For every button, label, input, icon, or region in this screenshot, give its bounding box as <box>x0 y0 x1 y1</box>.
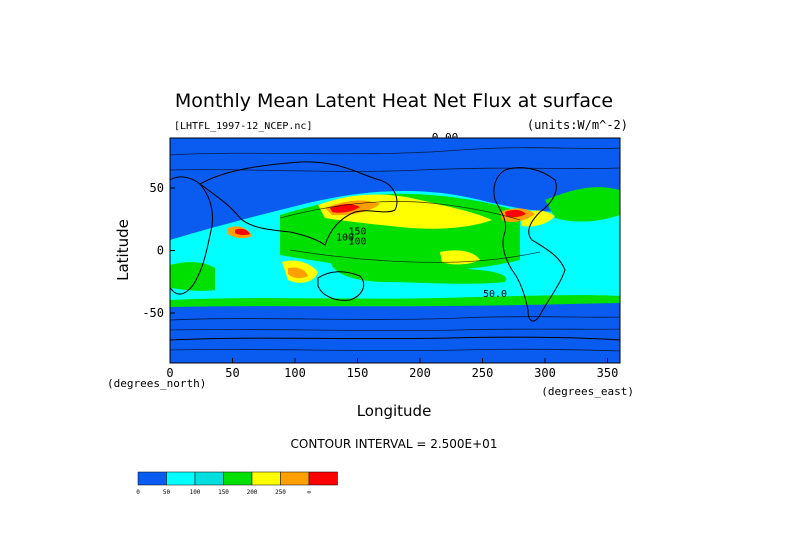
y-unit-label: (degrees_north) <box>107 377 206 390</box>
australia-coast <box>317 271 365 301</box>
south-pacific-yellow <box>440 250 480 265</box>
colorbar-swatch <box>223 471 253 486</box>
x-tick-label: 250 <box>472 366 494 380</box>
contour-line <box>170 316 620 321</box>
contour-line <box>279 200 521 221</box>
file-label: [LHTFL_1997-12_NCEP.nc] <box>174 121 312 132</box>
x-tick-label: 150 <box>347 366 369 380</box>
y-axis-label: Latitude <box>114 219 132 281</box>
field-label: 100 <box>348 236 366 247</box>
colorbar: 0 50 100 150 200 250 ∞ <box>136 471 338 496</box>
x-axis-label: Longitude <box>357 402 432 420</box>
x-tick-label: 0 <box>166 366 173 380</box>
americas-coast <box>493 167 566 322</box>
coastlines <box>170 161 620 341</box>
antarctica-coast <box>170 336 620 341</box>
indian-ocean-green <box>170 262 215 291</box>
colorbar-swatch <box>251 471 281 486</box>
colorbar-level-label: 0 <box>136 489 140 496</box>
colorbar-swatch <box>280 471 310 486</box>
contour-line <box>170 348 620 352</box>
eurasia-coast <box>199 161 398 246</box>
x-unit-label: (degrees_east) <box>541 385 634 398</box>
y-axis: -50 0 50 <box>142 181 175 320</box>
x-tick-label: 50 <box>225 366 239 380</box>
contour-lines <box>170 147 620 352</box>
x-axis: 0 50 100 150 200 250 300 350 <box>166 358 618 380</box>
colorbar-level-label: 100 <box>190 489 201 496</box>
contour-interval: CONTOUR INTERVAL = 2.500E+01 <box>291 437 498 451</box>
colorbar-level-label: 250 <box>275 489 286 496</box>
south-band-green <box>330 262 507 284</box>
y-tick-label: 50 <box>150 181 164 195</box>
x-tick-label: 350 <box>597 366 619 380</box>
x-tick-label: 300 <box>534 366 556 380</box>
southern-ring-green <box>170 295 620 307</box>
y-tick-label: 0 <box>157 244 164 258</box>
colorbar-swatch <box>166 471 196 486</box>
units-label: (units:W/m^-2) <box>527 118 628 132</box>
north-atlantic-green <box>545 187 620 222</box>
africa-coast <box>170 176 213 295</box>
x-tick-label: 100 <box>284 366 306 380</box>
colorbar-level-label: 150 <box>218 489 229 496</box>
field-label: 150 <box>348 226 366 237</box>
contour-line <box>170 167 620 172</box>
contour-line <box>170 328 620 331</box>
colorbar-swatch <box>194 471 224 486</box>
gulfstream-red <box>505 209 526 218</box>
contour-line <box>170 147 620 156</box>
field-label: 100 <box>336 233 354 244</box>
colorbar-swatch <box>137 471 167 486</box>
y-tick-label: -50 <box>142 306 164 320</box>
indian-orange <box>288 267 308 279</box>
contour-line <box>289 249 541 263</box>
colorbar-level-label: 200 <box>247 489 258 496</box>
atlantic-red <box>235 228 250 236</box>
chart-title: Monthly Mean Latent Heat Net Flux at sur… <box>175 90 613 112</box>
colorbar-level-label: ∞ <box>307 489 311 496</box>
field-label: 50.0 <box>483 289 507 300</box>
colorbar-level-label: 50 <box>163 489 171 496</box>
colorbar-swatch <box>308 471 338 486</box>
x-tick-label: 200 <box>409 366 431 380</box>
